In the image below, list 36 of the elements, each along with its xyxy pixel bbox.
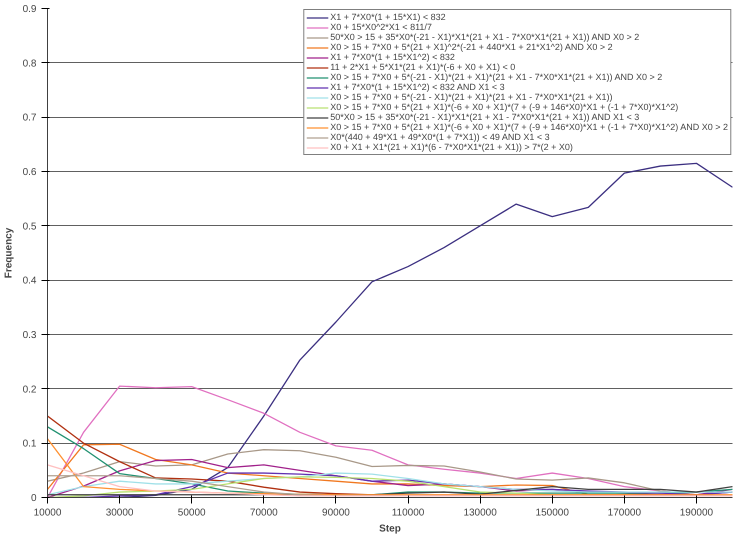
y-tick-label: 0.3 — [22, 330, 37, 341]
x-axis-title: Step — [379, 524, 401, 534]
legend-label: X0 + 15*X0^2*X1 < 811/7 — [330, 22, 432, 32]
y-tick-label: 0.9 — [22, 4, 37, 15]
y-tick-label: 0.4 — [22, 276, 37, 287]
legend-label: X0 > 15 + 7*X0 + 5*(21 + X1)*(-6 + X0 + X1)*(7 + (-9 + 146*X0)*X1 + (-1 + 7*X0)*X1^2) AND X0 > 2 — [330, 122, 728, 132]
legend-label: X0 > 15 + 7*X0 + 5*(-21 - X1)*(21 + X1)*(21 + X1 - 7*X0*X1*(21 + X1)) AND X0 > 2 — [330, 72, 662, 82]
y-tick-label: 0.6 — [22, 167, 37, 178]
y-tick-label: 0.8 — [22, 58, 37, 70]
x-tick-label: 110000 — [392, 508, 425, 518]
y-tick-label: 0.7 — [22, 112, 37, 124]
legend-label: X0 > 15 + 7*X0 + 5*(21 + X1)^2*(-21 + 440*X1 + 21*X1^2) AND X0 > 2 — [330, 42, 613, 52]
y-tick-label: 0.5 — [22, 221, 37, 232]
legend-label: X1 + 7*X0*(1 + 15*X1) < 832 — [330, 12, 446, 22]
legend-label: X0*(440 + 49*X1 + 49*X0*(1 + 7*X1)) < 49 AND X1 < 3 — [330, 132, 550, 142]
x-tick-label: 10000 — [34, 508, 62, 518]
y-tick-label: 0.1 — [22, 438, 37, 450]
y-tick-label: 0.2 — [22, 384, 37, 396]
legend-label: X0 > 15 + 7*X0 + 5*(-21 - X1)*(21 + X1)*(21 + X1 - 7*X0*X1*(21 + X1)) — [330, 92, 612, 102]
x-tick-label: 50000 — [178, 508, 206, 518]
legend-label: X1 + 7*X0*(1 + 15*X1^2) < 832 — [330, 52, 455, 62]
legend-label: X1 + 7*X0*(1 + 15*X1^2) < 832 AND X1 < 3 — [330, 82, 505, 92]
y-tick-label: 0 — [30, 493, 37, 504]
legend-label: 50*X0 > 15 + 35*X0*(-21 - X1)*X1*(21 + X1 - 7*X0*X1*(21 + X1)) AND X1 < 3 — [330, 112, 640, 122]
legend-label: X0 + X1 + X1*(21 + X1)*(6 - 7*X0*X1*(21 + X1)) > 7*(2 + X0) — [330, 142, 573, 152]
legend-label: 11 + 2*X1 + 5*X1*(21 + X1)*(-6 + X0 + X1) < 0 — [330, 62, 516, 72]
x-tick-label: 130000 — [463, 508, 498, 518]
legend-label: X0 > 15 + 7*X0 + 5*(21 + X1)*(-6 + X0 + X1)*(7 + (-9 + 146*X0)*X1 + (-1 + 7*X0)*X1^2) — [330, 102, 678, 112]
x-tick-label: 150000 — [536, 508, 570, 518]
x-tick-label: 190000 — [680, 508, 714, 518]
x-tick-label: 30000 — [106, 508, 134, 518]
x-tick-label: 90000 — [322, 508, 350, 518]
x-tick-label: 170000 — [608, 508, 642, 518]
x-tick-label: 70000 — [250, 508, 278, 518]
y-axis-title: Frequency — [4, 227, 15, 278]
legend-label: 50*X0 > 15 + 35*X0*(-21 - X1)*X1*(21 + X1 - 7*X0*X1*(21 + X1)) AND X0 > 2 — [330, 32, 640, 42]
